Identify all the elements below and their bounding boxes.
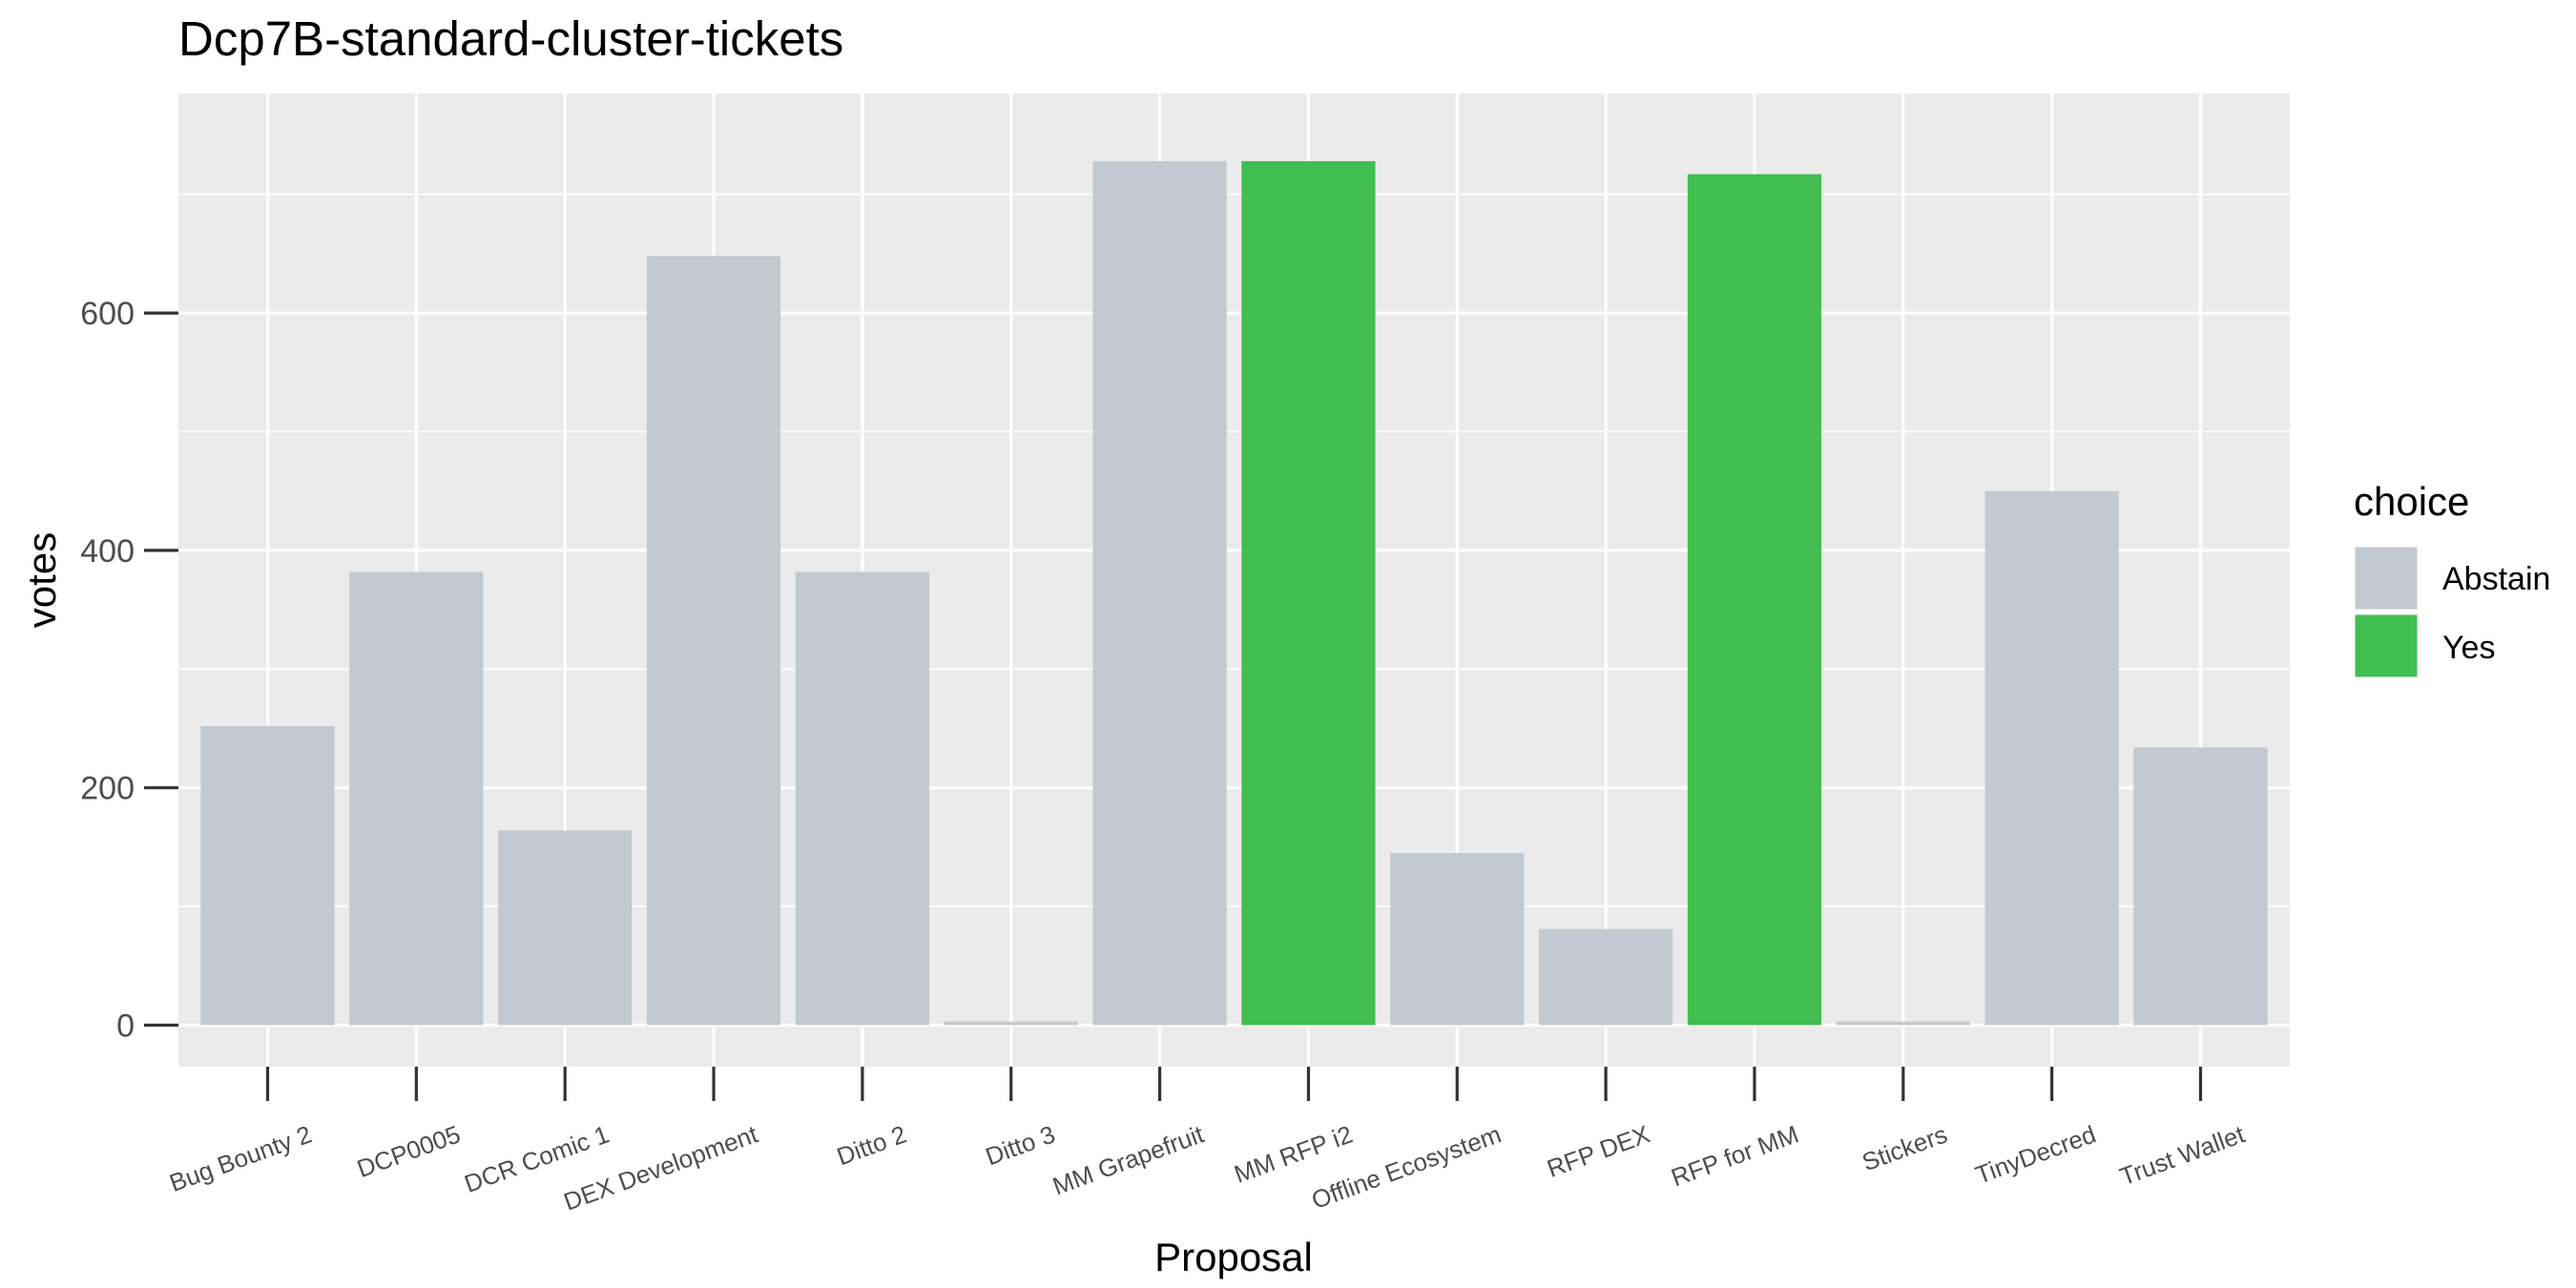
plot-panel <box>178 93 2290 1067</box>
bar-ditto-3 <box>944 1021 1078 1026</box>
legend-key-yes <box>2352 612 2420 680</box>
x-tick-label: Ditto 3 <box>982 1119 1059 1171</box>
bar-dcp0005 <box>349 571 484 1026</box>
legend: choice Abstain Yes <box>2352 479 2550 680</box>
x-tick-label: Bug Bounty 2 <box>166 1119 316 1197</box>
bar-dex-development <box>646 256 781 1026</box>
x-tick-label: DCP0005 <box>353 1119 464 1183</box>
y-tick-label: 0 <box>116 1008 135 1044</box>
bar-bug-bounty-2 <box>200 726 335 1026</box>
x-tick-label: MM Grapefruit <box>1049 1119 1208 1200</box>
x-tick-label: RFP for MM <box>1668 1119 1802 1192</box>
y-tick-label: 200 <box>80 771 135 807</box>
y-axis: 0 200 400 600 <box>80 296 178 1044</box>
x-tick-label: RFP DEX <box>1543 1119 1653 1183</box>
y-axis-title: votes <box>19 532 64 628</box>
bar-tinydecred <box>1984 490 2119 1026</box>
legend-key-abstain <box>2352 544 2420 613</box>
bars <box>200 160 2268 1026</box>
y-tick-label: 600 <box>80 296 135 332</box>
bar-mm-grapefruit <box>1092 160 1227 1026</box>
legend-title: choice <box>2354 479 2469 524</box>
bar-offline-ecosystem <box>1390 853 1525 1026</box>
bar-rfp-dex <box>1538 928 1673 1026</box>
bar-mm-rfp-i2 <box>1241 160 1376 1026</box>
x-tick-label: Stickers <box>1859 1119 1951 1176</box>
bar-trust-wallet <box>2133 747 2268 1026</box>
x-axis-title: Proposal <box>1154 1235 1313 1279</box>
x-tick-label: Trust Wallet <box>2116 1119 2249 1191</box>
legend-label-yes: Yes <box>2442 630 2495 666</box>
bar-dcr-comic-1 <box>498 830 633 1026</box>
legend-label-abstain: Abstain <box>2442 561 2550 597</box>
y-tick-label: 400 <box>80 533 135 570</box>
bar-ditto-2 <box>795 571 930 1026</box>
x-tick-label: TinyDecred <box>1971 1119 2099 1189</box>
chart-title: Dcp7B-standard-cluster-tickets <box>178 11 843 66</box>
bar-rfp-for-mm <box>1687 174 1822 1026</box>
x-tick-label: Ditto 2 <box>833 1119 910 1171</box>
bar-stickers <box>1836 1021 1970 1026</box>
